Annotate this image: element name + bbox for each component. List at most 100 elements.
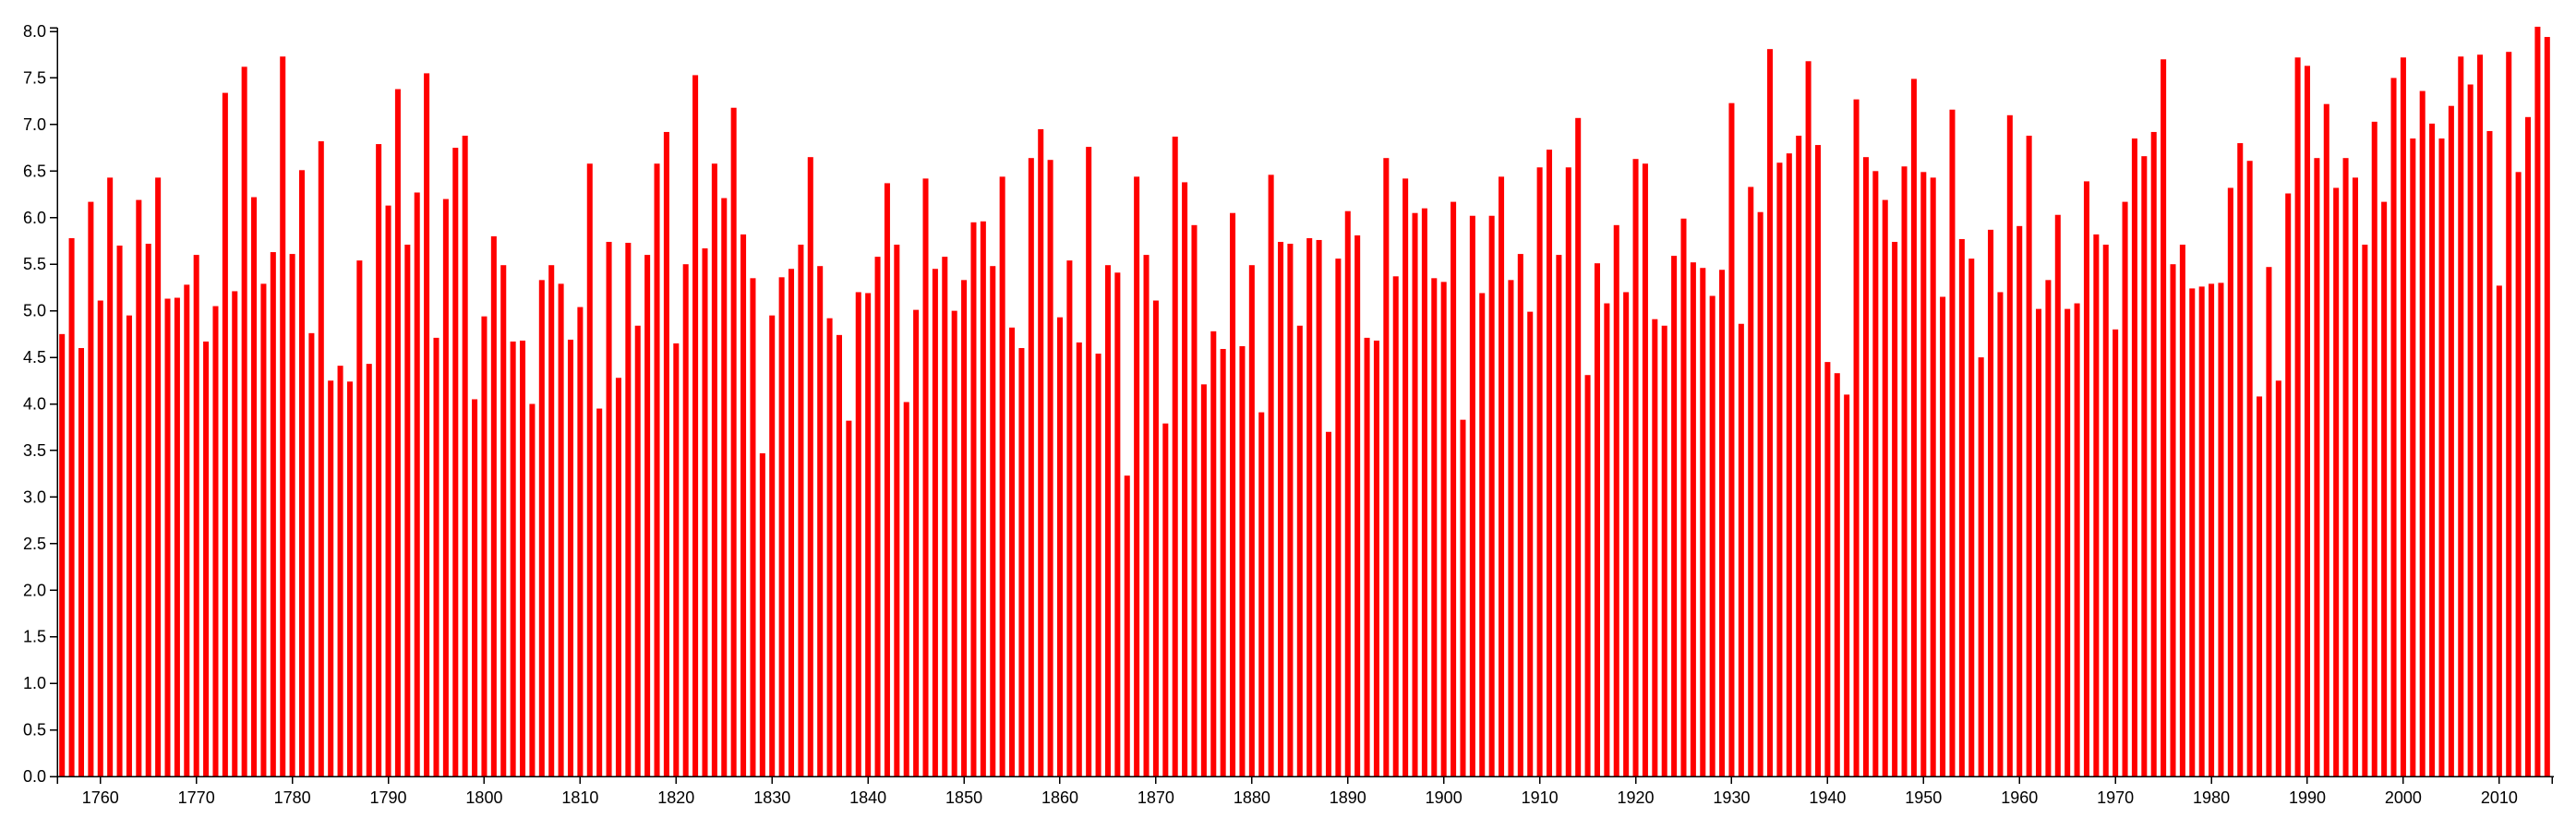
bar-1960 <box>2016 225 2023 776</box>
bar-1995 <box>2352 177 2358 776</box>
bar-1801 <box>490 235 497 776</box>
bar-1900 <box>1440 282 1447 777</box>
y-tick-label: 2.5 <box>23 535 46 553</box>
bar-1898 <box>1421 208 1427 776</box>
bar-1865 <box>1104 265 1111 776</box>
bar-1942 <box>1844 394 1850 776</box>
x-tick-label: 1820 <box>657 788 694 807</box>
bar-1906 <box>1499 176 1505 776</box>
bar-1825 <box>721 198 728 776</box>
bar-1962 <box>2036 308 2042 776</box>
bar-1768 <box>174 297 180 776</box>
bar-1964 <box>2054 214 2061 777</box>
y-tick-label: 1.5 <box>23 628 46 646</box>
bar-1844 <box>903 402 909 776</box>
y-tick-label: 7.5 <box>23 68 46 87</box>
bar-1946 <box>1882 199 1888 776</box>
bar-1760 <box>97 300 103 776</box>
bar-1973 <box>2141 156 2148 777</box>
bar-1819 <box>663 131 669 776</box>
y-axis: 0.0 0.5 1.0 1.5 2.0 2.5 3.0 3.5 4.0 4.5 5.0 5.5 6.0 6… <box>23 22 58 786</box>
bar-1763 <box>126 315 132 776</box>
bar-1852 <box>980 221 986 776</box>
bar-1838 <box>846 420 852 776</box>
bar-1974 <box>2150 131 2157 776</box>
bar-1896 <box>1402 178 1409 776</box>
bar-1990 <box>2304 66 2311 776</box>
bar-2005 <box>2448 105 2454 776</box>
bar-1800 <box>481 316 488 776</box>
bar-1907 <box>1508 280 1514 777</box>
x-tick-label: 1970 <box>2097 788 2134 807</box>
bar-1968 <box>2093 234 2100 776</box>
bar-1811 <box>586 163 593 777</box>
bar-1836 <box>826 318 833 776</box>
bar-1869 <box>1143 255 1150 777</box>
bar-1872 <box>1172 136 1178 777</box>
bar-1890 <box>1344 211 1351 776</box>
y-tick-label: 7.0 <box>23 115 46 134</box>
bar-1895 <box>1392 276 1399 776</box>
bar-1759 <box>88 201 94 777</box>
bar-2003 <box>2429 123 2436 776</box>
bar-1762 <box>116 246 123 776</box>
bar-1994 <box>2342 158 2349 776</box>
bar-1933 <box>1757 211 1763 776</box>
bar-1820 <box>673 343 680 776</box>
bar-1793 <box>414 192 420 776</box>
bar-1941 <box>1834 373 1840 776</box>
bar-1993 <box>2333 187 2340 777</box>
bar-1904 <box>1479 293 1486 777</box>
bar-1957 <box>1988 229 1994 777</box>
bar-1817 <box>644 255 651 777</box>
bar-1803 <box>510 341 516 776</box>
bar-2009 <box>2486 130 2493 776</box>
bar-1971 <box>2122 201 2128 777</box>
bar-1829 <box>759 452 765 776</box>
bar-1855 <box>1009 327 1016 776</box>
bar-2013 <box>2525 116 2532 777</box>
bar-1924 <box>1671 256 1678 776</box>
bar-1845 <box>913 309 920 776</box>
x-tick-label: 1980 <box>2193 788 2230 807</box>
bar-1861 <box>1066 260 1073 776</box>
bar-1859 <box>1047 160 1053 776</box>
x-tick-label: 1760 <box>82 788 119 807</box>
x-tick-label: 1830 <box>753 788 790 807</box>
bar-1928 <box>1709 295 1715 776</box>
bar-1783 <box>318 141 324 776</box>
bar-1883 <box>1278 241 1284 777</box>
bar-1912 <box>1556 255 1562 777</box>
bar-2011 <box>2506 52 2512 776</box>
bar-1939 <box>1814 145 1821 776</box>
bar-1955 <box>1968 259 1975 776</box>
bar-1917 <box>1604 303 1610 776</box>
bar-1998 <box>2381 201 2388 777</box>
bar-1856 <box>1018 347 1025 776</box>
bar-1798 <box>462 135 468 777</box>
x-tick-label: 1770 <box>178 788 215 807</box>
bar-1937 <box>1796 135 1802 777</box>
bar-1931 <box>1738 323 1744 776</box>
bar-1854 <box>999 176 1005 776</box>
bar-1843 <box>894 245 900 776</box>
bar-1945 <box>1872 171 1879 776</box>
bar-1847 <box>932 269 938 777</box>
bar-1866 <box>1114 272 1121 776</box>
y-tick-label: 4.0 <box>23 395 46 414</box>
bar-1891 <box>1354 235 1361 777</box>
bar-1980 <box>2209 283 2215 776</box>
bar-1952 <box>1940 296 1946 776</box>
bar-1911 <box>1546 150 1553 777</box>
bar-1938 <box>1805 61 1812 776</box>
bar-1812 <box>596 408 603 776</box>
bar-1808 <box>558 283 564 776</box>
x-tick-label: 1800 <box>465 788 502 807</box>
bar-1837 <box>836 334 842 776</box>
bar-1780 <box>289 254 295 777</box>
bar-1757 <box>68 237 75 776</box>
bar-1875 <box>1200 384 1207 776</box>
bar-1781 <box>298 170 306 777</box>
y-tick-label: 2.0 <box>23 581 46 599</box>
